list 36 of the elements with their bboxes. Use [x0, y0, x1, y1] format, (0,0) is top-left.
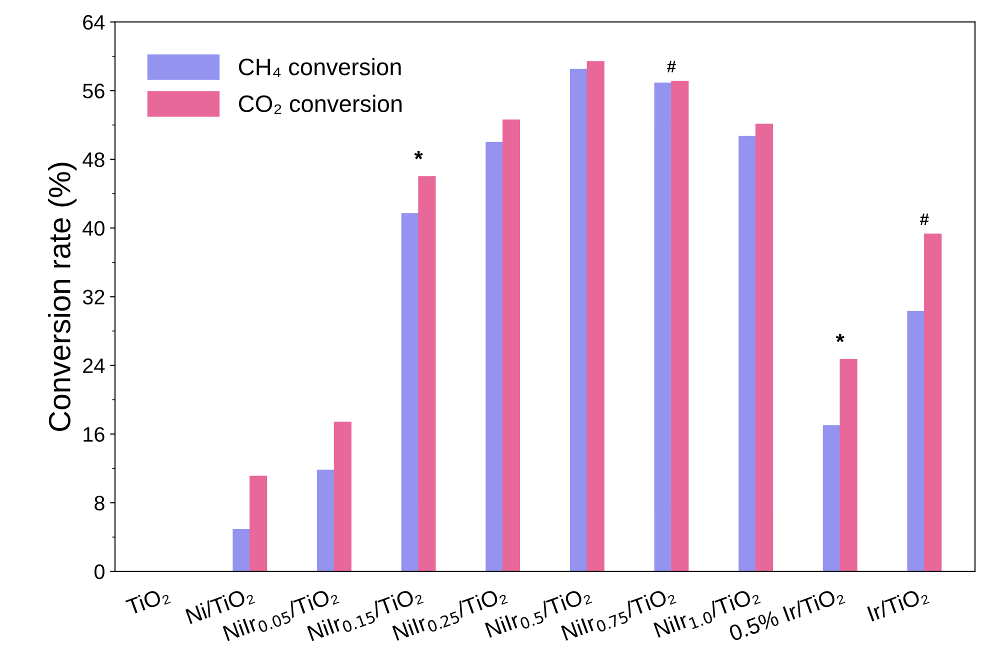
bar: [502, 120, 520, 572]
y-tick-label: 0: [94, 564, 104, 580]
y-tick-label: 48: [82, 152, 104, 168]
bar: [738, 136, 756, 572]
bar: [654, 82, 672, 572]
bar: [924, 234, 942, 572]
y-axis-title: Conversion rate (%): [48, 162, 77, 431]
y-tick-label: 40: [82, 221, 104, 236]
bar: [486, 142, 504, 572]
bar: [250, 476, 268, 572]
bar: [822, 425, 840, 572]
bar: [586, 61, 604, 572]
y-tick-label: 24: [83, 358, 105, 373]
bar: [907, 310, 925, 572]
annotation: *: [836, 334, 844, 342]
bar: [418, 176, 436, 572]
legend-label: CH₄ conversion: [238, 58, 401, 78]
bar: [671, 80, 689, 572]
annotation: #: [667, 60, 676, 72]
x-tick-label: Ir/TiO₂: [866, 586, 930, 624]
bar: [317, 470, 335, 572]
bar: [401, 213, 419, 572]
x-tick-label: TiO₂: [125, 586, 171, 617]
bar: [840, 359, 858, 572]
bar: [334, 422, 352, 572]
y-tick-label: 56: [82, 84, 104, 98]
legend-label: CO₂ conversion: [238, 94, 402, 114]
y-tick-label: 32: [82, 290, 104, 304]
annotation: *: [414, 151, 423, 160]
y-tick-label: 64: [83, 14, 105, 30]
bar: [232, 529, 250, 572]
bar: [570, 68, 588, 572]
bar: [755, 124, 773, 572]
annotation: #: [920, 214, 929, 226]
y-tick-label: 16: [84, 427, 104, 442]
y-tick-label: 8: [94, 496, 104, 510]
